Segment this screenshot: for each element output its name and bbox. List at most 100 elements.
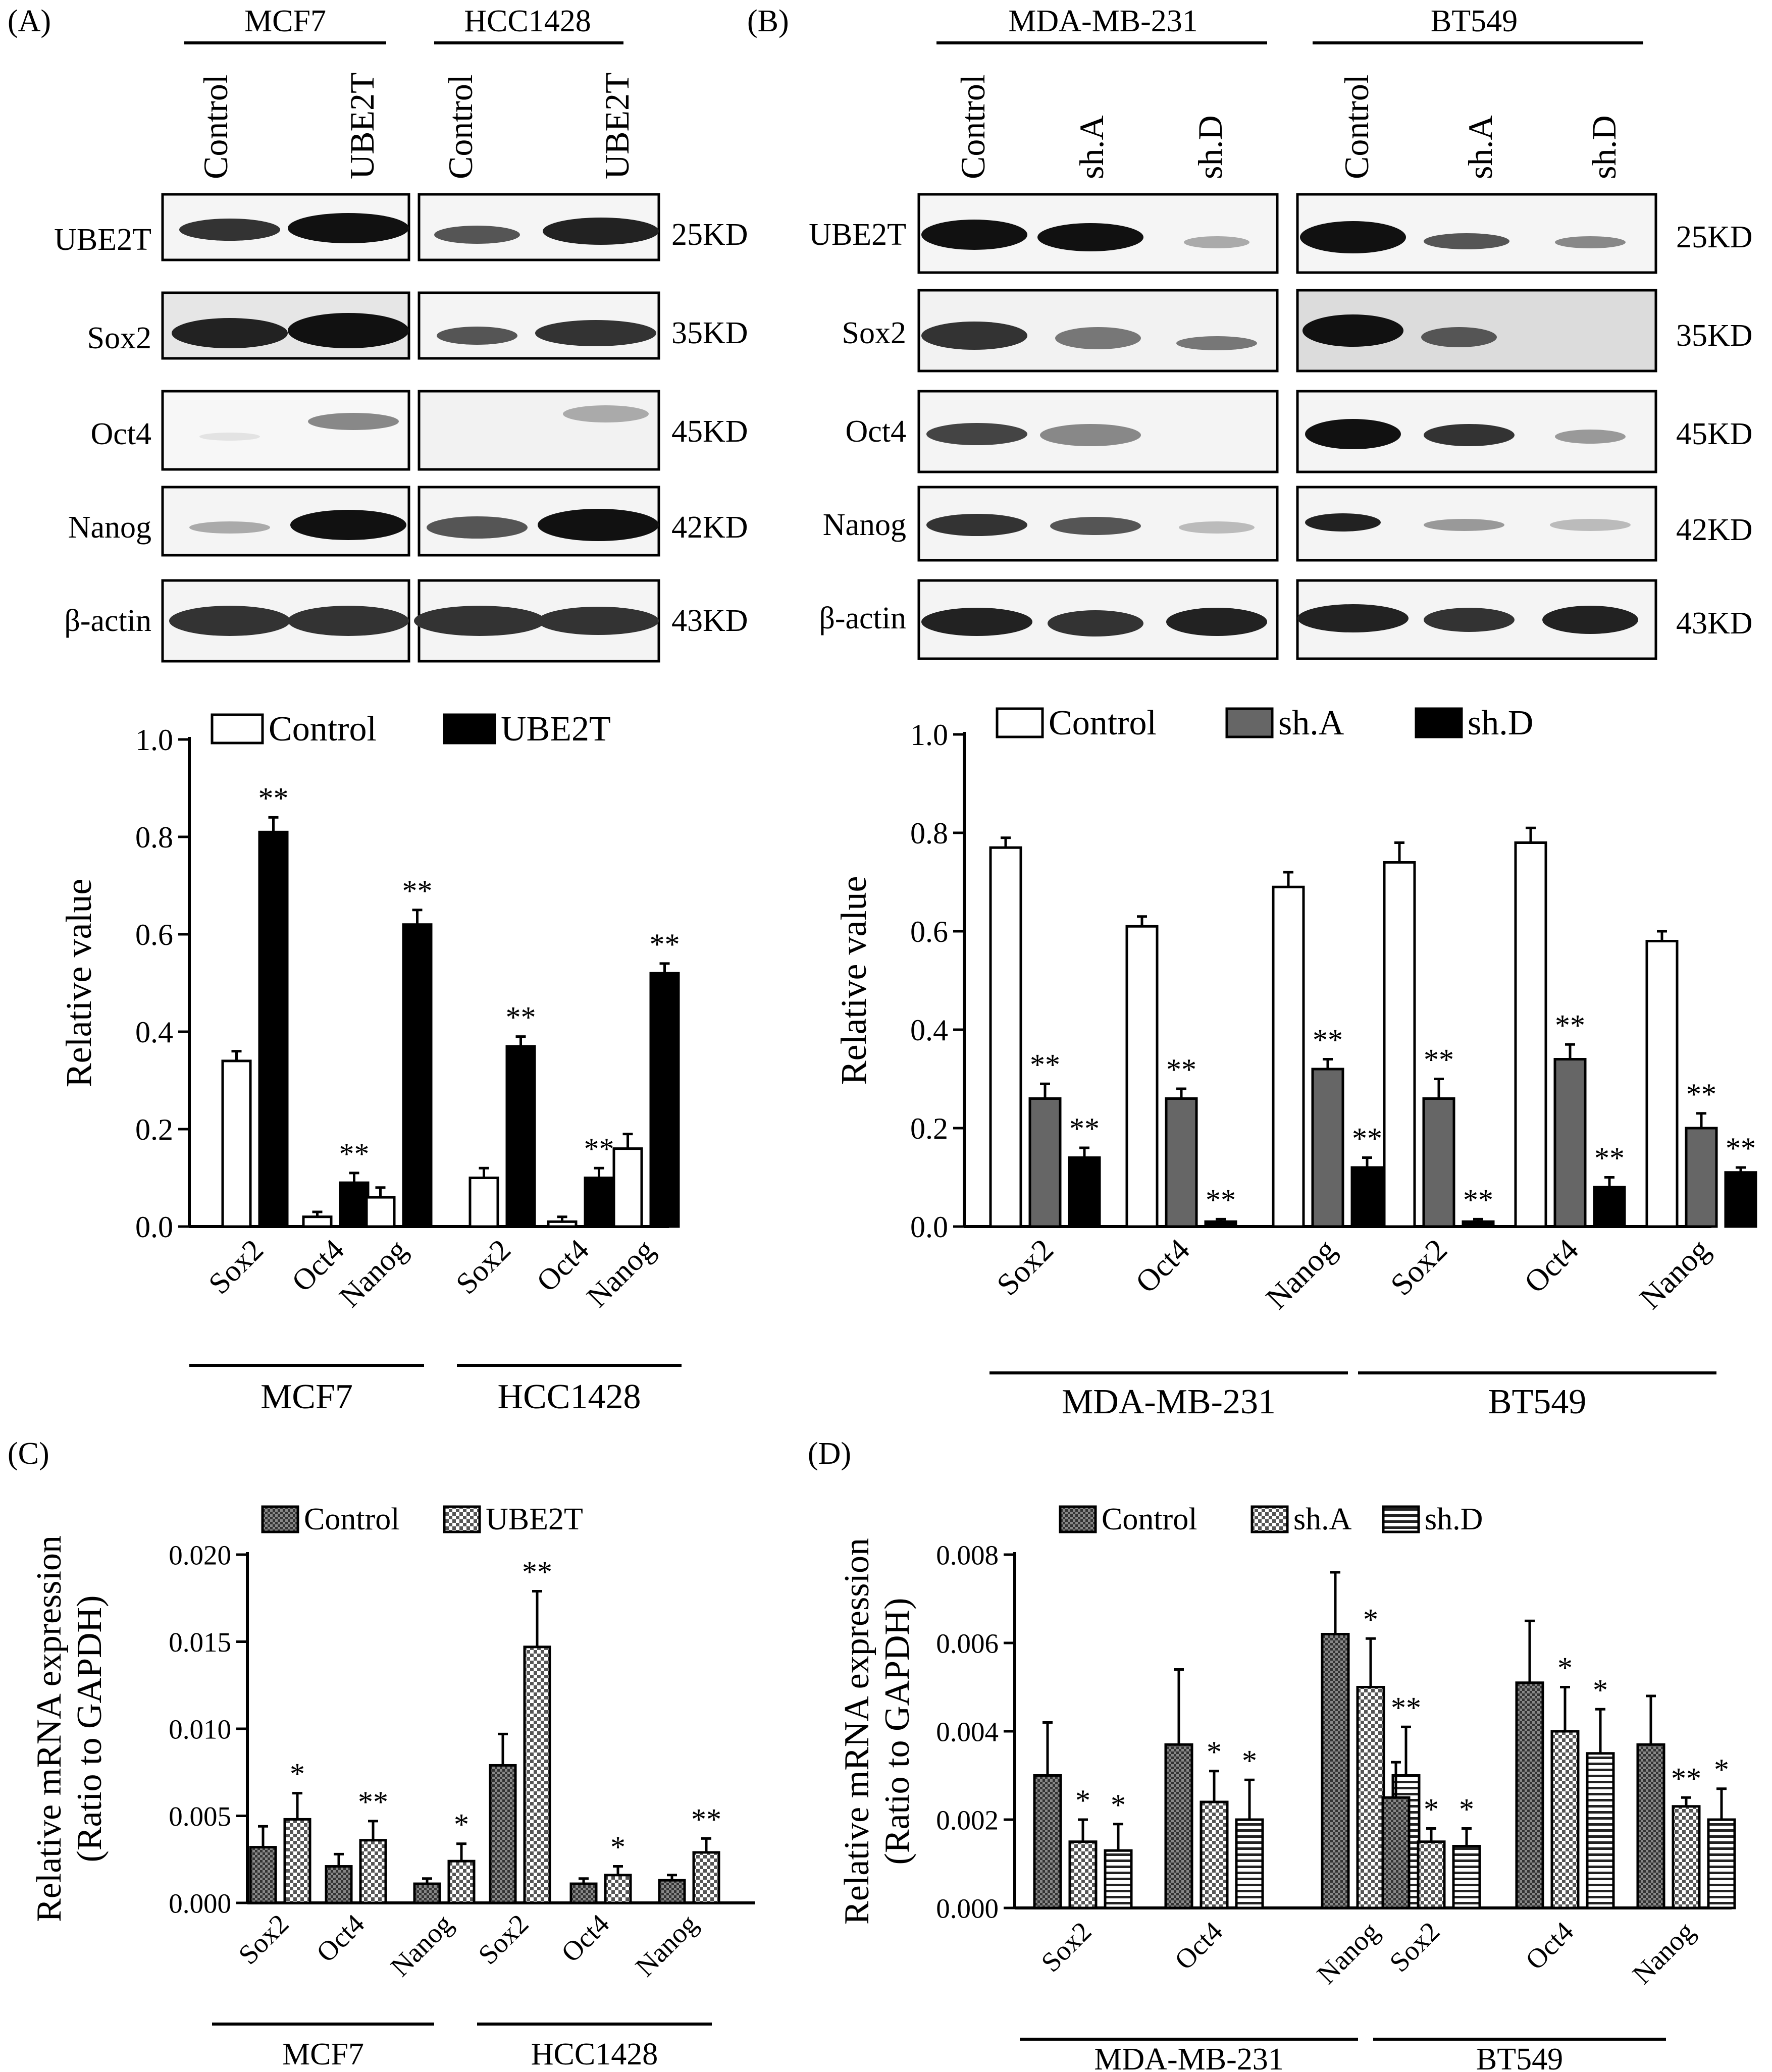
bar [547, 1220, 578, 1228]
significance-label: ** [339, 1137, 370, 1171]
bar [1707, 1818, 1736, 1909]
panel-a-letter: (A) [8, 4, 51, 38]
bar [989, 846, 1022, 1228]
group-label: BT549 [1488, 1383, 1586, 1421]
bar [365, 1196, 396, 1228]
panel-a-group2-label: HCC1428 [464, 4, 591, 38]
bar [1462, 1220, 1495, 1228]
y-tick-label: 0.0 [910, 1210, 948, 1244]
legend-label: Control [1049, 704, 1157, 742]
bar [1672, 1805, 1701, 1909]
significance-label: ** [584, 1132, 614, 1165]
bar [692, 1851, 720, 1904]
chart-b: 0.0 0.2 0.4 0.6 0.8 1.0 Relative value ** ** Sox2… [833, 704, 1757, 1421]
panel-b-blot: (B) MDA-MB-231 BT549 Control sh.A sh.D C… [747, 4, 1753, 660]
panel-b-lane-label: sh.A [1072, 115, 1111, 179]
significance-label: * [1111, 1788, 1126, 1822]
bar [249, 1846, 277, 1904]
bar [523, 1645, 551, 1904]
blot-box-mda-mb-231 [917, 193, 1279, 660]
panel-a-lane-label: UBE2T [598, 72, 636, 179]
y-tick-label: 1.0 [910, 718, 948, 752]
panel-b-lane-label: sh.D [1585, 115, 1623, 179]
panel-b-mw-label: 42KD [1676, 513, 1753, 547]
category-label: Nanog [1627, 1916, 1701, 1990]
legend-label: UBE2T [501, 710, 611, 749]
y-tick-label: 0.004 [936, 1716, 999, 1747]
category-label: Sox2 [991, 1233, 1060, 1302]
significance-label: * [1363, 1603, 1378, 1636]
bar [505, 1045, 536, 1228]
panel-b-group1-label: MDA-MB-231 [1008, 4, 1197, 38]
significance-label: * [1557, 1652, 1573, 1685]
legend-label: sh.A [1293, 1502, 1352, 1536]
y-tick-label: 0.2 [135, 1113, 173, 1146]
bar [489, 1764, 517, 1904]
bar [468, 1177, 499, 1228]
y-tick-label: 0.4 [910, 1014, 948, 1047]
bar [447, 1860, 476, 1904]
category-label: Nanog [630, 1908, 704, 1982]
panel-b-mw-label: 25KD [1676, 220, 1753, 254]
bar [1311, 1068, 1344, 1228]
bar [1383, 861, 1416, 1228]
bar [1514, 841, 1547, 1228]
y-tick-label: 0.000 [936, 1893, 999, 1924]
significance-label: ** [1686, 1078, 1716, 1111]
bar [1452, 1845, 1481, 1909]
legend-swatch [261, 1505, 299, 1533]
bar [302, 1215, 333, 1228]
bar [413, 1882, 441, 1904]
panel-b-letter: (B) [747, 4, 789, 38]
y-tick-label: 0.6 [910, 915, 948, 948]
panel-a-row-label: Oct4 [90, 417, 151, 451]
y-axis-title-2: (Ratio to GAPDH) [878, 1598, 917, 1865]
y-tick-label: 0.8 [910, 817, 948, 850]
panel-a-row-label: Nanog [68, 510, 151, 545]
y-tick-label: 0.6 [135, 918, 173, 951]
legend-swatch [1415, 707, 1463, 738]
category-label: Oct4 [1520, 1916, 1580, 1976]
legend-swatch [1059, 1505, 1097, 1533]
legend-label: sh.D [1468, 704, 1533, 742]
bar [1417, 1840, 1446, 1909]
panel-b-lane-label: sh.D [1191, 115, 1229, 179]
category-label: Sox2 [202, 1233, 270, 1301]
significance-label: * [1242, 1744, 1257, 1777]
bar [1381, 1796, 1411, 1909]
bar [1350, 1166, 1384, 1228]
category-label: Oct4 [555, 1908, 615, 1968]
chart-a: 0.0 0.2 0.4 0.6 0.8 1.0 Relative value ** Sox2 **… [59, 710, 682, 1416]
significance-label: ** [1206, 1183, 1236, 1216]
legend-swatch [443, 1505, 481, 1533]
significance-label: ** [650, 928, 680, 961]
significance-label: ** [1313, 1024, 1343, 1057]
blot-box-mcf7 [161, 193, 410, 663]
bar [1204, 1220, 1237, 1228]
significance-label: ** [1391, 1691, 1421, 1724]
legend-swatch [1225, 707, 1274, 738]
panel-a-mw-label: 43KD [671, 604, 748, 638]
y-tick-label: 0.0 [135, 1210, 173, 1244]
panel-b-lane-label: sh.A [1461, 115, 1499, 179]
group-label: MCF7 [282, 2037, 364, 2071]
significance-label: * [1593, 1673, 1608, 1707]
bar [221, 1059, 252, 1228]
bar [1356, 1686, 1385, 1909]
category-label: Sox2 [1384, 1233, 1454, 1302]
significance-label: ** [1069, 1112, 1100, 1145]
bar [604, 1874, 632, 1904]
bar [1515, 1681, 1544, 1909]
group-label: HCC1428 [498, 1377, 641, 1416]
legend-swatch [1382, 1505, 1420, 1533]
bar [1272, 885, 1305, 1228]
legend-swatch [1250, 1505, 1289, 1533]
panel-b-row-label: Sox2 [842, 316, 906, 350]
significance-label: * [1075, 1784, 1090, 1817]
significance-label: ** [691, 1802, 721, 1836]
panel-b-mw-label: 35KD [1676, 318, 1753, 353]
legend-label: Control [269, 710, 377, 749]
significance-label: * [1424, 1793, 1439, 1826]
